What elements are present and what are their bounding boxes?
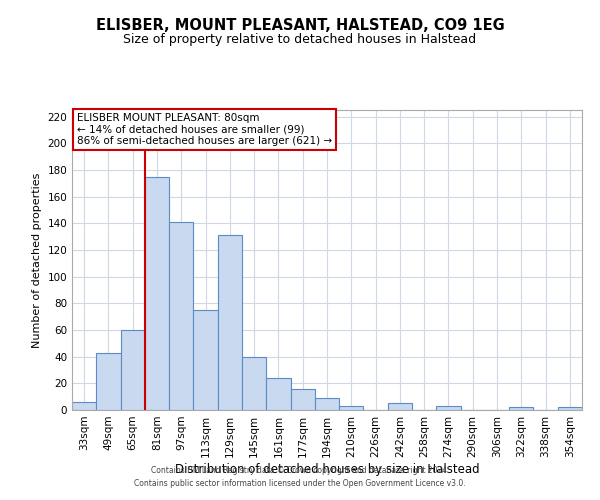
Bar [290,388,315,410]
Bar [339,406,364,410]
Bar [436,406,461,410]
Bar [218,236,242,410]
Bar [145,176,169,410]
Bar [169,222,193,410]
Bar [121,330,145,410]
Bar [315,398,339,410]
X-axis label: Distribution of detached houses by size in Halstead: Distribution of detached houses by size … [175,462,479,475]
Bar [388,404,412,410]
Bar [242,356,266,410]
Text: ELISBER, MOUNT PLEASANT, HALSTEAD, CO9 1EG: ELISBER, MOUNT PLEASANT, HALSTEAD, CO9 1… [95,18,505,32]
Bar [193,310,218,410]
Bar [558,408,582,410]
Bar [72,402,96,410]
Bar [96,352,121,410]
Bar [509,408,533,410]
Text: Size of property relative to detached houses in Halstead: Size of property relative to detached ho… [124,32,476,46]
Bar [266,378,290,410]
Y-axis label: Number of detached properties: Number of detached properties [32,172,42,348]
Text: Contains HM Land Registry data © Crown copyright and database right 2024.
Contai: Contains HM Land Registry data © Crown c… [134,466,466,487]
Text: ELISBER MOUNT PLEASANT: 80sqm
← 14% of detached houses are smaller (99)
86% of s: ELISBER MOUNT PLEASANT: 80sqm ← 14% of d… [77,113,332,146]
